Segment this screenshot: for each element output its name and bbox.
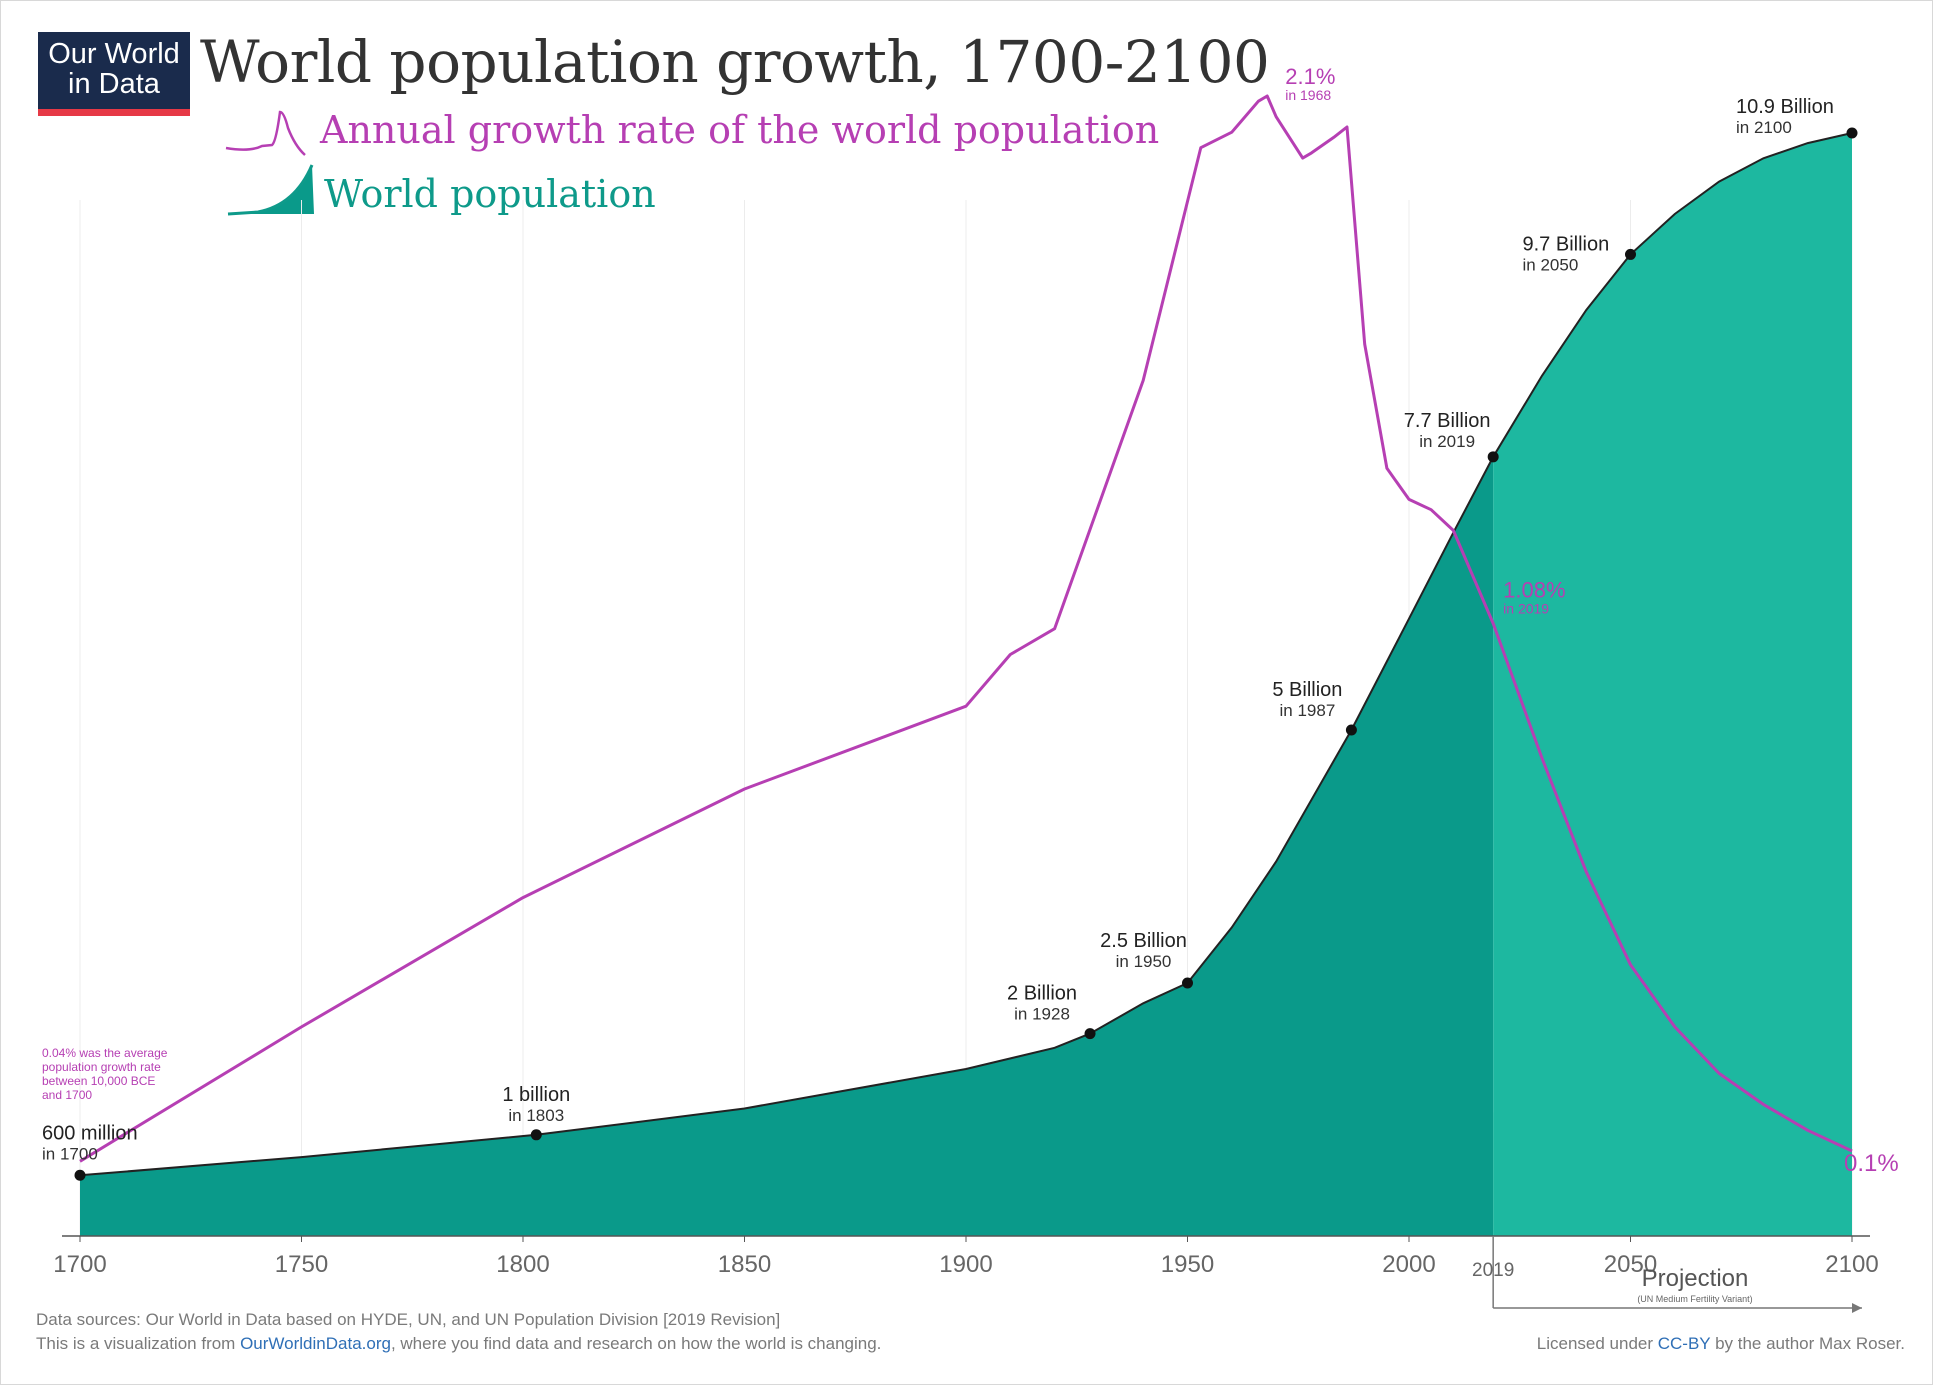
population-marker xyxy=(1345,724,1357,736)
visualization-suffix: , where you find data and research on ho… xyxy=(390,1334,882,1353)
license-note: Licensed under CC-BY by the author Max R… xyxy=(1537,1334,1905,1354)
legend-growth-label: Annual growth rate of the world populati… xyxy=(320,108,1160,152)
population-area-projection xyxy=(1493,133,1852,1236)
growth-legend-icon xyxy=(225,110,306,156)
projection-sublabel: (UN Medium Fertility Variant) xyxy=(1637,1294,1752,1304)
logo-accent-bar xyxy=(38,109,190,116)
population-marker-label: 2.5 Billion xyxy=(1100,930,1187,952)
population-marker-label: 600 million xyxy=(42,1122,138,1144)
population-marker-sublabel: in 2050 xyxy=(1523,255,1579,274)
population-marker xyxy=(1182,977,1193,989)
logo-line-1: Our World xyxy=(48,38,180,70)
x-tick-label: 2050 xyxy=(1604,1251,1657,1278)
logo-line-2: in Data xyxy=(68,68,160,100)
growth-rate-line xyxy=(79,94,1853,1163)
owid-link[interactable]: OurWorldinData.org xyxy=(240,1334,391,1353)
population-marker-sublabel: in 2100 xyxy=(1736,118,1792,137)
population-marker-label: 9.7 Billion xyxy=(1523,233,1610,255)
population-marker xyxy=(74,1169,86,1181)
population-marker xyxy=(1846,127,1858,139)
population-marker xyxy=(530,1129,542,1141)
growth-annotation-label: 1.08% xyxy=(1503,577,1565,602)
population-marker-label: 7.7 Billion xyxy=(1404,410,1491,432)
population-marker-label: 1 billion xyxy=(502,1084,570,1106)
growth-note-line: 0.04% was the average xyxy=(42,1046,168,1060)
marker-layer xyxy=(74,127,1858,1181)
population-marker-label: 2 Billion xyxy=(1007,983,1077,1005)
population-marker-sublabel: in 1987 xyxy=(1280,701,1336,720)
population-legend-icon-edge xyxy=(227,164,314,216)
data-sources-note: Data sources: Our World in Data based on… xyxy=(36,1310,781,1329)
population-marker-label: 10.9 Billion xyxy=(1736,96,1834,118)
license-prefix: Licensed under xyxy=(1536,1334,1658,1353)
axis-layer: 1700 1750 1800 1850 1900 1950 2000 2050 2100 2019… xyxy=(53,1235,1879,1313)
population-marker-sublabel: in 1803 xyxy=(508,1106,564,1125)
growth-note-line: and 1700 xyxy=(42,1088,92,1102)
projection-arrow-head xyxy=(1852,1303,1862,1313)
x-tick-label: 2100 xyxy=(1825,1251,1878,1278)
owid-logo[interactable]: Our World in Data xyxy=(38,32,190,116)
x-tick-label: 1700 xyxy=(53,1251,106,1278)
license-suffix: by the author Max Roser. xyxy=(1710,1334,1905,1353)
population-marker xyxy=(1084,1028,1096,1040)
growth-annotation-sublabel: in 1968 xyxy=(1285,87,1331,103)
population-marker xyxy=(1487,451,1499,463)
growth-annotation-label: 0.1% xyxy=(1844,1150,1899,1177)
legend-icons xyxy=(225,110,314,216)
legend-population-label: World population xyxy=(324,172,656,216)
population-marker xyxy=(1625,248,1636,260)
x-tick-label: 1850 xyxy=(718,1251,771,1278)
growth-note-line: between 10,000 BCE xyxy=(42,1074,155,1088)
growth-layer xyxy=(79,94,1853,1163)
x-tick-label: 1900 xyxy=(939,1251,992,1278)
x-tick-label: 1950 xyxy=(1161,1251,1214,1278)
population-marker-label: 5 Billion xyxy=(1272,679,1342,701)
visualization-prefix: This is a visualization from xyxy=(36,1334,241,1353)
chart-title: World population growth, 1700-2100 xyxy=(200,28,1270,96)
projection-label: Projection xyxy=(1642,1265,1749,1292)
growth-note-line: population growth rate xyxy=(42,1060,161,1074)
projection-start-tick-label: 2019 xyxy=(1472,1260,1514,1281)
x-tick-label: 2000 xyxy=(1382,1251,1435,1278)
cc-by-link[interactable]: CC-BY xyxy=(1657,1334,1711,1353)
growth-annotation-sublabel: in 2019 xyxy=(1503,600,1549,616)
population-marker-sublabel: in 1928 xyxy=(1014,1005,1070,1024)
population-marker-sublabel: in 2019 xyxy=(1419,432,1475,451)
population-area-historical xyxy=(80,456,1494,1236)
growth-annotation-label: 2.1% xyxy=(1285,64,1335,89)
population-marker-sublabel: in 1950 xyxy=(1116,952,1172,971)
population-marker-sublabel: in 1700 xyxy=(42,1144,98,1163)
x-tick-label: 1800 xyxy=(496,1251,549,1278)
population-legend-icon xyxy=(228,165,314,214)
visualization-note: This is a visualization from OurWorldinD… xyxy=(36,1334,881,1354)
x-tick-label: 1750 xyxy=(275,1251,328,1278)
